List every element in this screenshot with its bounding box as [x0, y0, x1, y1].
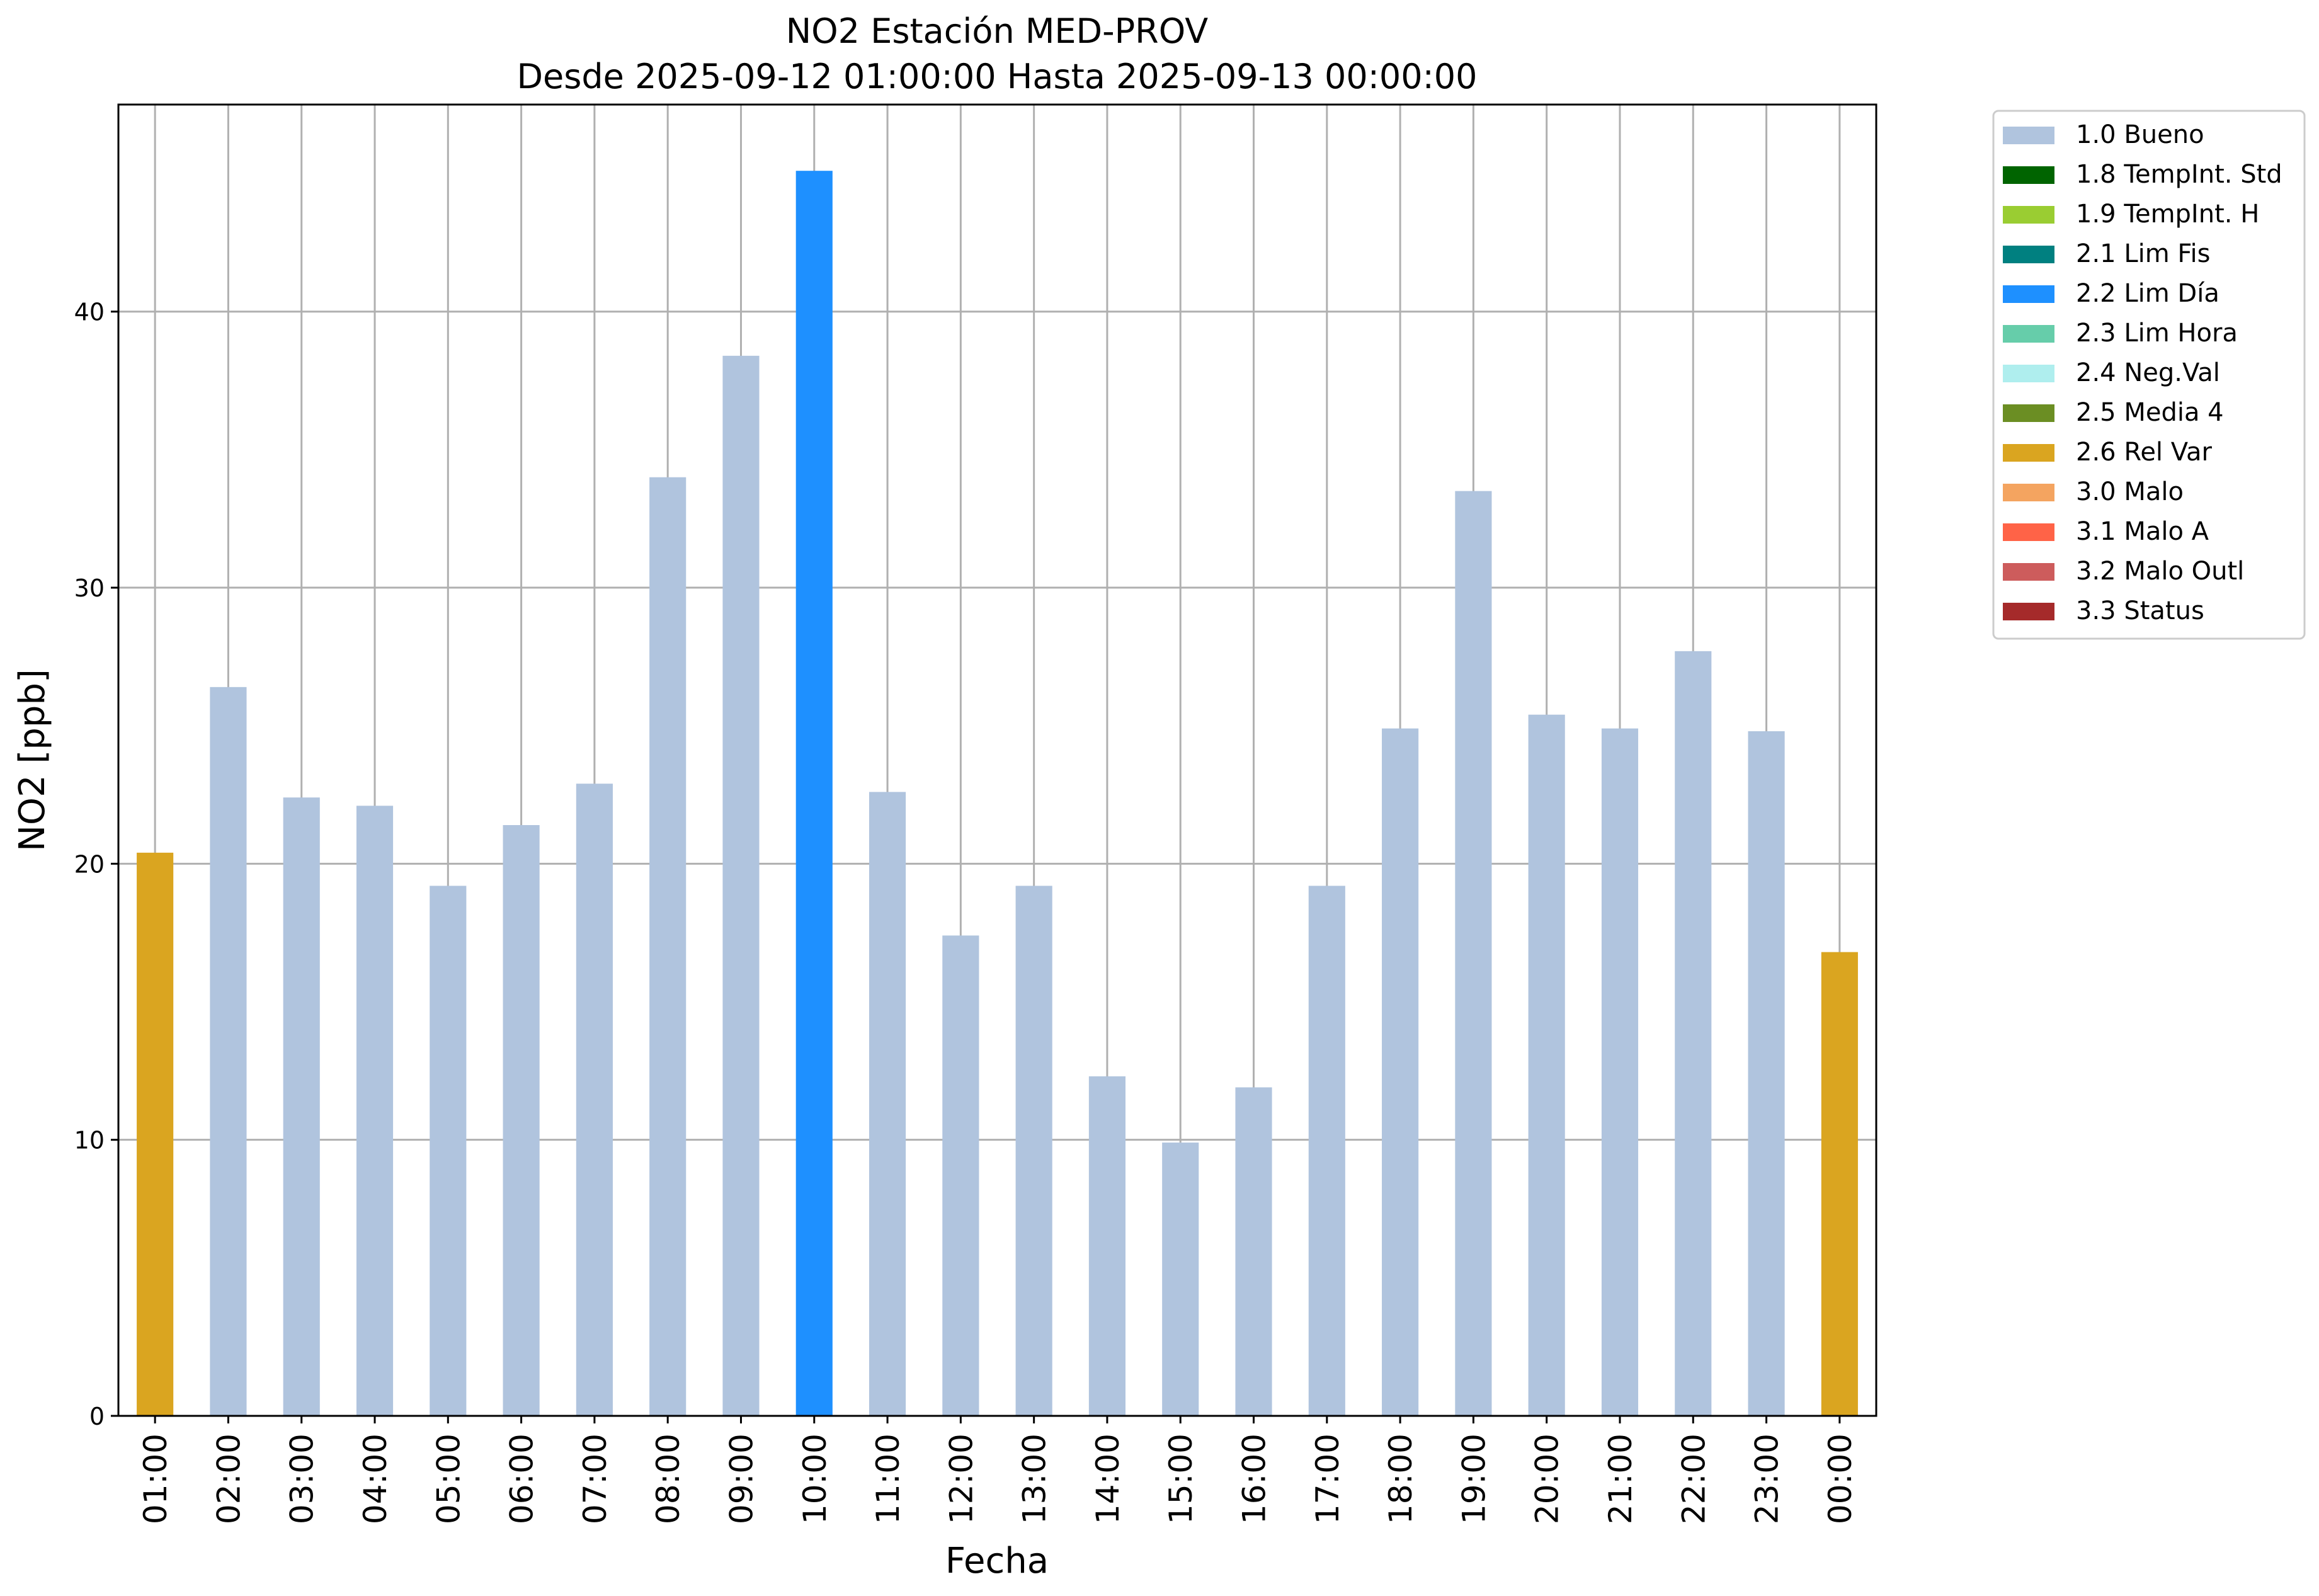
bar — [942, 935, 979, 1416]
legend-swatch — [2003, 325, 2054, 343]
chart-title: NO2 Estación MED-PROV — [786, 11, 1208, 51]
bar — [1528, 714, 1565, 1416]
legend-label: 2.4 Neg.Val — [2076, 358, 2220, 387]
x-tick-label: 12:00 — [943, 1434, 979, 1524]
x-tick-label: 09:00 — [723, 1434, 760, 1524]
legend: 1.0 Bueno 1.8 TempInt. Std 1.9 TempInt. H 2… — [1992, 110, 2306, 640]
y-tick-label: 40 — [74, 299, 105, 326]
x-tick-label: 16:00 — [1236, 1434, 1273, 1524]
legend-swatch — [2003, 166, 2054, 184]
x-tick-label: 22:00 — [1675, 1434, 1712, 1524]
bar — [1308, 886, 1345, 1416]
plot-area-frame — [117, 103, 1877, 1417]
x-tick-label: 20:00 — [1529, 1434, 1566, 1524]
bar — [1821, 952, 1858, 1416]
legend-swatch — [2003, 523, 2054, 541]
bar — [1015, 886, 1052, 1416]
y-tick-label: 20 — [74, 850, 105, 878]
bar — [722, 355, 760, 1416]
legend-swatch — [2003, 603, 2054, 620]
legend-swatch — [2003, 404, 2054, 422]
bar — [576, 784, 613, 1416]
x-tick-labels: 01:00 02:00 03:00 04:00 05:00 06:00 07:00 08:00… — [137, 1416, 1859, 1524]
legend-label: 2.6 Rel Var — [2076, 438, 2213, 467]
x-tick-label: 05:00 — [430, 1434, 467, 1524]
bar — [356, 806, 394, 1416]
legend-box — [1992, 110, 2306, 640]
bar — [210, 687, 247, 1416]
legend-swatch — [2003, 365, 2054, 382]
bars — [137, 171, 1858, 1416]
x-tick-label: 13:00 — [1017, 1434, 1053, 1524]
bar — [1455, 491, 1492, 1416]
x-tick-label: 10:00 — [797, 1434, 833, 1524]
y-tick-labels: 0 10 20 30 40 — [74, 299, 118, 1430]
bar — [503, 825, 540, 1416]
legend-swatch — [2003, 444, 2054, 462]
bar — [1162, 1143, 1199, 1416]
bar — [137, 852, 174, 1416]
bar — [1088, 1076, 1126, 1416]
x-tick-label: 01:00 — [137, 1434, 174, 1524]
bar — [430, 886, 467, 1416]
x-tick-label: 15:00 — [1163, 1434, 1199, 1524]
x-tick-label: 04:00 — [357, 1434, 394, 1524]
chart-subtitle: Desde 2025-09-12 01:00:00 Hasta 2025-09-… — [516, 57, 1477, 96]
x-tick-label: 21:00 — [1602, 1434, 1639, 1524]
x-tick-label: 23:00 — [1749, 1434, 1786, 1524]
x-tick-label: 18:00 — [1382, 1434, 1419, 1524]
legend-label: 3.3 Status — [2076, 596, 2204, 625]
legend-swatch — [2003, 246, 2054, 263]
bar — [869, 792, 906, 1416]
x-tick-label: 00:00 — [1822, 1434, 1859, 1524]
legend-label: 2.5 Media 4 — [2076, 398, 2224, 427]
legend-swatch — [2003, 563, 2054, 581]
x-tick-label: 02:00 — [210, 1434, 247, 1524]
y-tick-label: 10 — [74, 1127, 105, 1154]
bar — [283, 797, 320, 1416]
x-tick-label: 03:00 — [284, 1434, 321, 1524]
x-tick-label: 08:00 — [650, 1434, 687, 1524]
legend-swatch — [2003, 285, 2054, 303]
bar — [795, 171, 833, 1416]
x-axis-label: Fecha — [945, 1541, 1049, 1582]
y-axis-label: NO2 [ppb] — [12, 669, 53, 852]
legend-label: 2.1 Lim Fis — [2076, 239, 2210, 268]
bar — [1601, 728, 1639, 1416]
x-tick-label: 07:00 — [577, 1434, 613, 1524]
x-tick-label: 19:00 — [1456, 1434, 1492, 1524]
legend-swatch — [2003, 127, 2054, 144]
y-tick-label: 30 — [74, 574, 105, 602]
legend-label: 3.2 Malo Outl — [2076, 557, 2244, 586]
bar — [1675, 651, 1712, 1416]
legend-label: 2.2 Lim Día — [2076, 279, 2219, 308]
legend-label: 1.9 TempInt. H — [2076, 200, 2259, 229]
bar — [649, 477, 687, 1416]
legend-label: 1.8 TempInt. Std — [2076, 160, 2282, 189]
x-tick-label: 06:00 — [504, 1434, 540, 1524]
bar — [1382, 728, 1419, 1416]
x-tick-label: 11:00 — [870, 1434, 906, 1524]
legend-label: 3.0 Malo — [2076, 477, 2184, 506]
legend-label: 2.3 Lim Hora — [2076, 319, 2238, 348]
bar — [1235, 1087, 1272, 1416]
legend-swatch — [2003, 484, 2054, 501]
x-tick-label: 17:00 — [1309, 1434, 1346, 1524]
y-tick-label: 0 — [89, 1403, 105, 1430]
legend-label: 3.1 Malo A — [2076, 517, 2209, 546]
legend-label: 1.0 Bueno — [2076, 120, 2204, 149]
bar — [1748, 731, 1785, 1416]
x-tick-label: 14:00 — [1090, 1434, 1126, 1524]
legend-swatch — [2003, 206, 2054, 224]
